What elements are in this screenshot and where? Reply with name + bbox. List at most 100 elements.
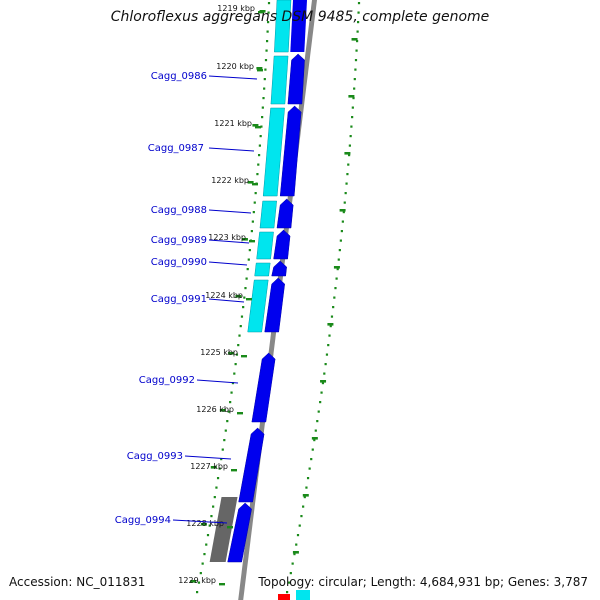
tick-label: 1224 kbp bbox=[205, 291, 243, 300]
topology-text: Topology: circular; Length: 4,684,931 bp… bbox=[258, 575, 588, 589]
gc-dot-inner bbox=[216, 477, 220, 480]
gene-label: Cagg_0986 bbox=[151, 71, 207, 82]
gc-dash-inner bbox=[210, 466, 217, 469]
gc-dot-inner bbox=[253, 201, 256, 204]
tick-label: 1221 kbp bbox=[214, 119, 252, 128]
gc-dot-outer bbox=[295, 543, 298, 546]
gc-dot-inner bbox=[265, 49, 268, 52]
gc-dash-outer bbox=[339, 209, 346, 212]
gc-dash-inner bbox=[241, 238, 248, 241]
feature-band bbox=[259, 200, 277, 229]
gc-dot-inner bbox=[239, 325, 242, 328]
gc-dot-inner bbox=[212, 505, 215, 508]
gc-dash-inner bbox=[247, 181, 254, 184]
gene-label: Cagg_0994 bbox=[115, 515, 171, 526]
gene-labels: Cagg_0986 Cagg_0987 Cagg_0988 Cagg_0989 Cagg… bbox=[115, 71, 258, 526]
gc-dot-inner bbox=[199, 572, 202, 575]
gc-dot-inner bbox=[246, 268, 249, 271]
tick-label: 1219 kbp bbox=[217, 4, 255, 13]
gc-dot-inner bbox=[266, 21, 270, 24]
tick-mark bbox=[227, 526, 233, 529]
gene-leader-line bbox=[208, 209, 252, 214]
gc-dot-outer bbox=[296, 534, 300, 537]
tick-label: 1228 kbp bbox=[186, 519, 224, 528]
gc-dot-inner bbox=[261, 116, 264, 119]
tick-mark bbox=[255, 126, 261, 129]
gc-dot-outer bbox=[305, 486, 308, 489]
gc-dot-inner bbox=[223, 439, 226, 442]
cds-arrow bbox=[287, 53, 305, 105]
gc-dot-inner bbox=[263, 87, 266, 90]
grey-feature bbox=[209, 497, 238, 562]
gc-dot-inner bbox=[240, 315, 244, 318]
gene-leader-line bbox=[208, 147, 255, 152]
scale-ticks: 1219 kbp 1220 kbp 1221 kbp 1222 kbp 1223 kbp… bbox=[178, 4, 264, 586]
cds-arrow bbox=[271, 260, 287, 277]
gc-dot-outer bbox=[335, 277, 338, 280]
gc-dot-outer bbox=[356, 30, 359, 33]
tick-mark bbox=[219, 583, 225, 586]
gc-dot-outer bbox=[341, 220, 344, 223]
gene-leader-line bbox=[172, 519, 228, 524]
gc-dot-outer bbox=[357, 11, 360, 14]
feature-band bbox=[270, 55, 289, 105]
gc-dot-outer bbox=[339, 239, 342, 242]
gc-dot-outer bbox=[346, 173, 349, 176]
tick-label: 1227 kbp bbox=[190, 462, 228, 471]
gene-leader-line bbox=[196, 379, 239, 384]
gc-dot-outer bbox=[336, 268, 339, 271]
gc-dot-outer bbox=[351, 106, 354, 109]
gc-dot-inner bbox=[205, 543, 208, 546]
tick-mark bbox=[258, 11, 264, 14]
cds-arrow bbox=[227, 502, 252, 563]
gc-dot-outer bbox=[328, 334, 331, 337]
gc-dot-inner bbox=[195, 591, 199, 594]
gc-dot-inner bbox=[226, 420, 229, 423]
gc-dot-inner bbox=[244, 287, 247, 290]
tick-mark bbox=[241, 355, 247, 358]
gene-label: Cagg_0987 bbox=[148, 143, 204, 154]
cds-partial-top bbox=[290, 0, 307, 52]
gc-dot-outer bbox=[353, 87, 356, 90]
tick-mark bbox=[231, 469, 237, 472]
gc-dot-inner bbox=[243, 296, 246, 299]
gc-dot-inner bbox=[203, 553, 206, 556]
gc-dot-outer bbox=[330, 315, 334, 318]
gc-dot-inner bbox=[251, 220, 254, 223]
gc-dot-outer bbox=[320, 391, 323, 394]
gc-dot-inner bbox=[267, 2, 271, 5]
gc-dot-inner bbox=[267, 11, 270, 14]
feature-band bbox=[274, 0, 292, 53]
gc-dot-outer bbox=[352, 97, 355, 100]
gc-dot-inner bbox=[250, 230, 253, 233]
gc-dot-outer bbox=[342, 211, 345, 214]
gene-label: Cagg_0988 bbox=[151, 205, 207, 216]
gene-leader-line bbox=[208, 239, 250, 244]
gc-dot-outer bbox=[324, 363, 327, 366]
gc-dot-outer bbox=[298, 524, 301, 527]
tick-label: 1223 kbp bbox=[208, 233, 246, 242]
gc-dot-outer bbox=[308, 467, 311, 470]
gc-dot-outer bbox=[334, 287, 337, 290]
gc-dot-inner bbox=[242, 306, 245, 309]
gc-dot-outer bbox=[340, 230, 343, 233]
gc-dot-inner bbox=[233, 372, 236, 375]
feature-bands bbox=[209, 0, 310, 600]
cds-arrow bbox=[238, 427, 265, 503]
tick-label: 1226 kbp bbox=[196, 405, 234, 414]
tick-label: 1229 kbp bbox=[178, 576, 216, 585]
tick-label: 1225 kbp bbox=[200, 348, 238, 357]
cds-arrow bbox=[276, 198, 294, 229]
gc-dot-outer bbox=[321, 382, 325, 385]
gc-dot-inner bbox=[247, 258, 250, 261]
tick-mark bbox=[237, 412, 243, 415]
gc-dot-outer bbox=[337, 258, 340, 261]
gc-dash-inner bbox=[235, 295, 242, 298]
gene-label: Cagg_0993 bbox=[127, 451, 183, 462]
cds-arrow bbox=[251, 352, 276, 423]
gene-arrows bbox=[227, 0, 307, 563]
gc-dot-inner bbox=[264, 59, 268, 62]
gc-dot-inner bbox=[264, 68, 267, 71]
gc-dot-outer bbox=[345, 182, 348, 185]
